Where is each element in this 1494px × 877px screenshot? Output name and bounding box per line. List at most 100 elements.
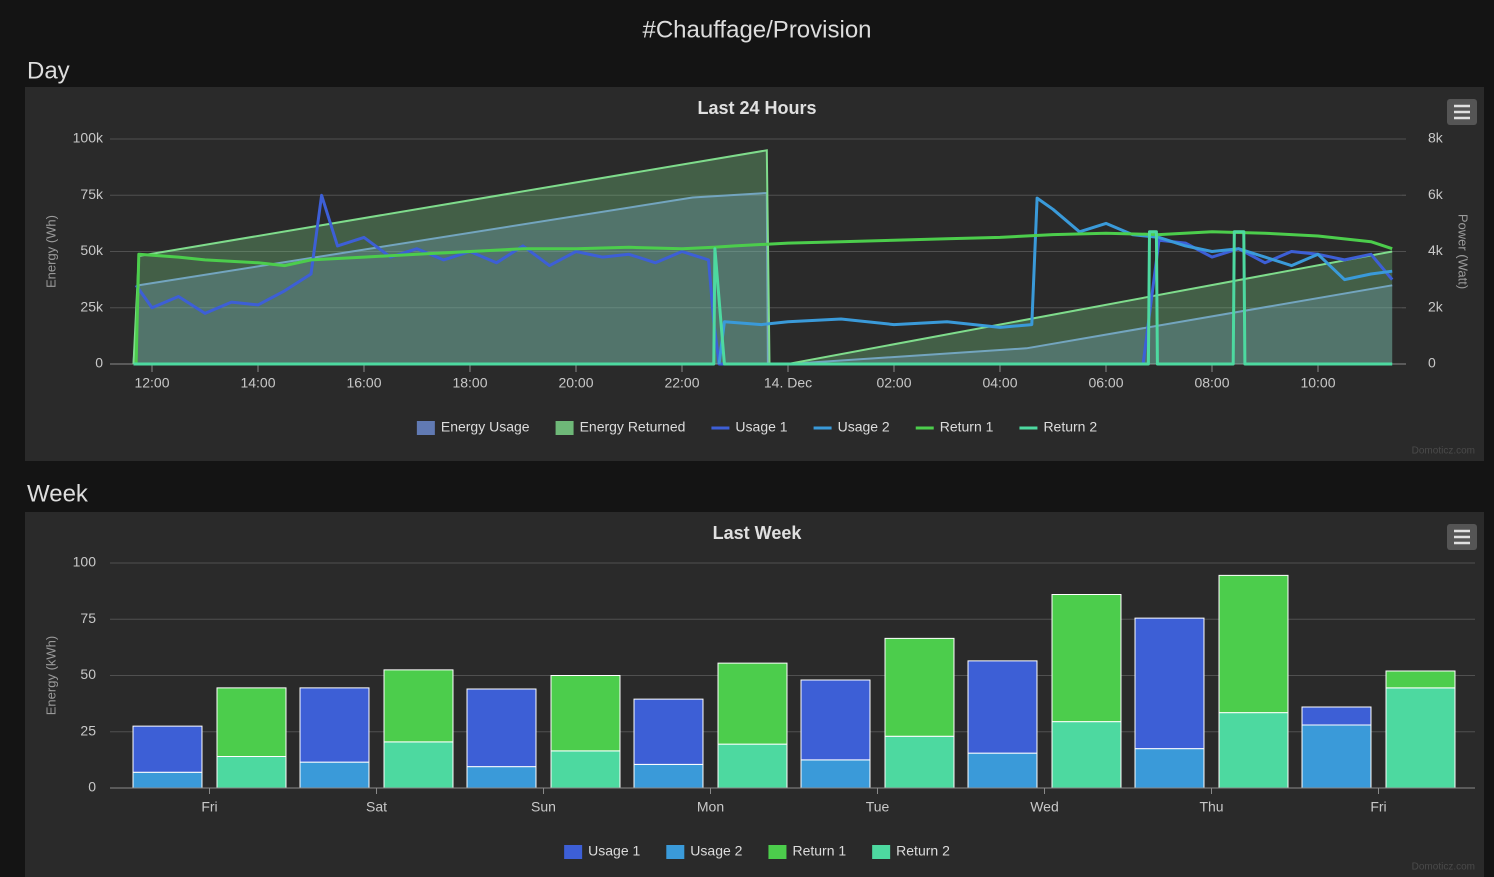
y-tick-label: 0 (88, 779, 96, 795)
legend-label: Usage 1 (735, 419, 787, 435)
legend-symbol (666, 845, 685, 859)
x-tick-label: 12:00 (134, 375, 169, 391)
legend-label: Return 1 (940, 419, 994, 435)
x-tick-label: 06:00 (1088, 375, 1123, 391)
bar-segment (1051, 594, 1122, 723)
chart-title: Last Week (713, 523, 803, 543)
chart-title: Last 24 Hours (697, 98, 816, 118)
legend-label: Usage 2 (838, 419, 890, 435)
series-line (133, 230, 1393, 366)
y2-tick-label: 6k (1428, 186, 1444, 202)
bar-segment (383, 669, 454, 743)
bar-segment (550, 750, 621, 789)
legend-item[interactable]: Energy Returned (555, 419, 686, 435)
section-label: Week (27, 480, 89, 507)
x-tick-label: 08:00 (1194, 375, 1229, 391)
bar-segment (633, 763, 704, 789)
bar-segment (550, 675, 621, 752)
bar-segment (884, 637, 955, 737)
bar-segment (132, 725, 203, 773)
x-tick-label: Fri (1370, 799, 1386, 815)
bar-segment (717, 662, 788, 745)
bar-segment (1051, 721, 1122, 789)
legend-item[interactable]: Usage 1 (711, 419, 788, 435)
legend-symbol (564, 845, 583, 859)
bar-segment (1218, 574, 1289, 714)
y2-tick-label: 4k (1428, 242, 1444, 258)
y2-tick-label: 0 (1428, 355, 1436, 371)
bar-segment (800, 759, 871, 789)
y-tick-label: 100k (73, 130, 104, 146)
y-tick-label: 25 (80, 722, 96, 738)
area-fill (133, 193, 1393, 364)
legend-symbol (872, 845, 891, 859)
legend-label: Usage 1 (588, 843, 640, 859)
y-tick-label: 0 (95, 355, 103, 371)
legend-item[interactable]: Usage 1 (564, 843, 640, 859)
x-tick-label: Tue (866, 799, 890, 815)
legend-item[interactable]: Energy Usage (416, 419, 530, 435)
bar-segment (299, 761, 370, 789)
y-tick-label: 75k (80, 186, 104, 202)
series-line (717, 196, 1393, 365)
bar-segment (466, 688, 537, 768)
bar-segment (1134, 748, 1205, 789)
bar-segment (383, 741, 454, 789)
bar-segment (633, 698, 704, 765)
legend-label: Usage 2 (690, 843, 742, 859)
bar-segment (216, 756, 287, 789)
bar-segment (967, 660, 1038, 754)
bar-segment (1301, 724, 1372, 789)
legend-symbol (416, 421, 435, 435)
x-tick-label: Mon (697, 799, 724, 815)
x-tick-label: 14:00 (240, 375, 275, 391)
legend-label: Return 2 (1043, 419, 1097, 435)
series-line (134, 230, 1393, 365)
x-tick-label: 16:00 (346, 375, 381, 391)
legend-label: Energy Returned (580, 419, 686, 435)
bar-segment (800, 679, 871, 761)
bar-segment (216, 687, 287, 757)
legend-item[interactable]: Return 1 (915, 419, 994, 435)
bar-segment (1301, 706, 1372, 726)
legend-item[interactable]: Usage 2 (666, 843, 743, 859)
y-tick-label: 50k (80, 242, 104, 258)
bar-segment (299, 687, 370, 763)
bar-segment (1134, 617, 1205, 750)
page-title: #Chauffage/Provision (642, 16, 871, 43)
x-tick-label: Thu (1199, 799, 1223, 815)
x-tick-label: Fri (201, 799, 217, 815)
legend-label: Energy Usage (441, 419, 530, 435)
y-tick-label: 50 (80, 666, 96, 682)
legend-item[interactable]: Return 1 (768, 843, 846, 859)
section-label: Day (27, 57, 70, 84)
menu-button[interactable] (1447, 99, 1477, 125)
y-tick-label: 100 (73, 554, 97, 570)
bar-segment (466, 766, 537, 789)
y2-tick-label: 8k (1428, 130, 1444, 146)
legend-symbol (768, 845, 787, 859)
x-tick-label: 04:00 (982, 375, 1017, 391)
x-tick-label: 20:00 (558, 375, 593, 391)
x-tick-label: 22:00 (664, 375, 699, 391)
legend-item[interactable]: Return 2 (872, 843, 950, 859)
legend-label: Return 2 (896, 843, 950, 859)
legend-item[interactable]: Return 2 (1019, 419, 1097, 435)
y-axis-title: Energy (kWh) (43, 636, 58, 715)
y-tick-label: 25k (80, 298, 104, 314)
y-tick-label: 75 (80, 610, 96, 626)
y2-tick-label: 2k (1428, 298, 1444, 314)
x-tick-label: Wed (1030, 799, 1059, 815)
x-tick-label: 02:00 (876, 375, 911, 391)
legend-item[interactable]: Usage 2 (813, 419, 890, 435)
bar-segment (132, 771, 203, 789)
bar-segment (1218, 712, 1289, 789)
x-tick-label: 10:00 (1300, 375, 1335, 391)
y-axis-title: Energy (Wh) (43, 215, 58, 288)
legend-label: Return 1 (792, 843, 846, 859)
credits: Domoticz.com (1412, 446, 1475, 457)
bar-segment (884, 735, 955, 789)
legend-symbol (555, 421, 574, 435)
menu-button[interactable] (1447, 524, 1477, 550)
